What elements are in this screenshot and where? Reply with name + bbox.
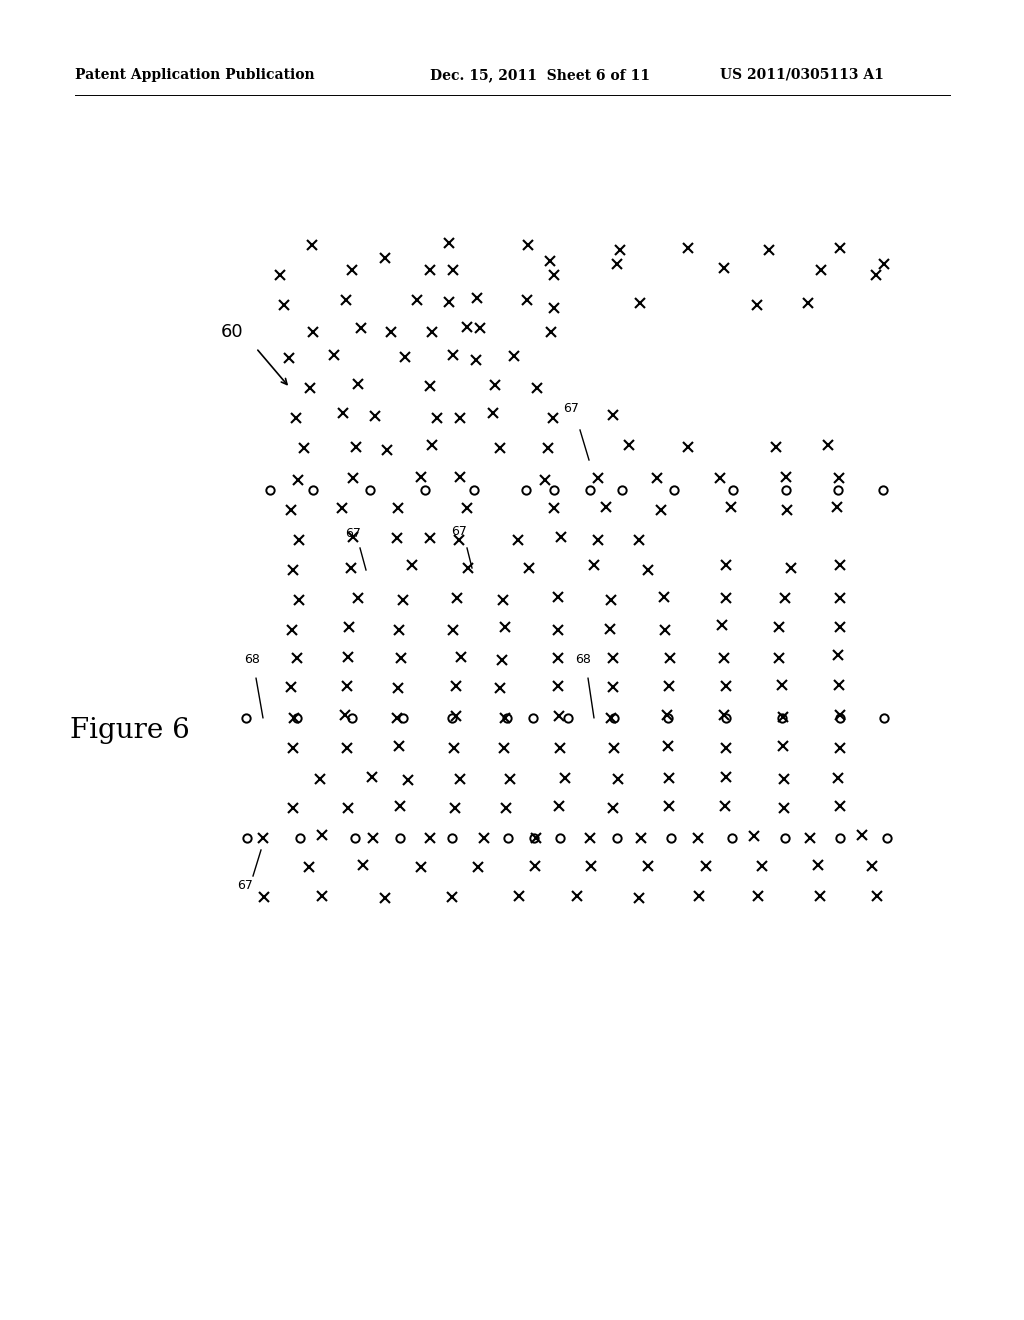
Text: 68: 68 [244, 653, 260, 667]
Text: US 2011/0305113 A1: US 2011/0305113 A1 [720, 69, 884, 82]
Text: Patent Application Publication: Patent Application Publication [75, 69, 314, 82]
Text: 67: 67 [451, 525, 467, 539]
Text: 60: 60 [221, 323, 244, 341]
Text: 67: 67 [563, 403, 579, 414]
Text: 68: 68 [575, 653, 591, 667]
Text: Figure 6: Figure 6 [70, 717, 189, 743]
Text: Dec. 15, 2011  Sheet 6 of 11: Dec. 15, 2011 Sheet 6 of 11 [430, 69, 650, 82]
Text: 67: 67 [237, 879, 253, 892]
Text: 67: 67 [345, 527, 360, 540]
